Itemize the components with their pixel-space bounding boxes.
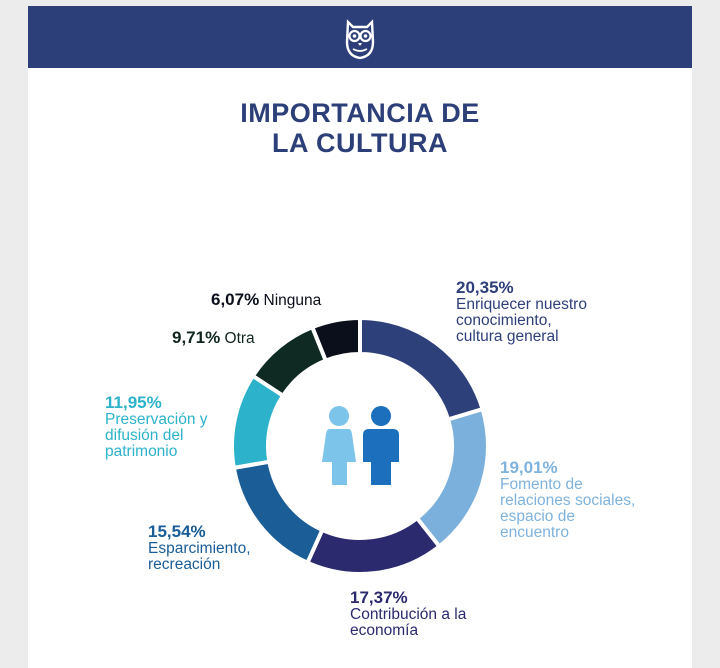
slice-category-label: Ninguna [259,292,322,309]
slice-label-1: 19,01% Fomento de relaciones sociales, espa… [500,458,636,541]
slice-label-2: 17,37% Contribución a la economía [350,588,467,639]
owl-logo-icon [345,19,375,60]
slice-value-label: 15,54% [148,522,206,541]
donut-slice-1 [414,406,490,550]
slice-category-label: Enriquecer nuestro [456,296,587,313]
slice-category-label: Contribución a la [350,606,467,623]
slice-label-3: 15,54% Esparcimiento, recreación [148,522,251,573]
slice-category-label: Preservación y [105,411,208,428]
slice-category-label: conocimiento, [456,312,552,329]
slice-value-label: 6,07% [211,290,260,309]
slice-category-label: difusión del [105,427,184,444]
donut-slices [230,315,490,576]
slice-category-label: Otra [220,330,255,347]
slice-category-label: economía [350,622,419,639]
slice-value-label: 20,35% [456,278,514,297]
donut-slice-6 [309,315,362,364]
page-title: IMPORTANCIA DE LA CULTURA [28,98,692,158]
slice-label-5: 9,71% Otra [172,328,255,347]
slice-category-label: espacio de [500,508,575,525]
slice-value-label: 17,37% [350,588,408,607]
donut-slice-2 [304,515,443,576]
slice-category-label: patrimonio [105,443,178,460]
slice-value-label: 19,01% [500,458,558,477]
slice-category-label: recreación [148,556,221,573]
header-bar [28,6,692,68]
slice-category-label: relaciones sociales, [500,492,636,509]
title-line-1: IMPORTANCIA DE [240,98,480,128]
slice-value-label: 9,71% [172,328,221,347]
slice-label-4: 11,95% Preservación y difusión del patrimon… [105,393,208,460]
title-line-2: LA CULTURA [272,128,448,158]
slice-label-6: 6,07% Ninguna [211,290,322,309]
slice-category-label: Esparcimiento, [148,540,251,557]
slice-label-0: 20,35% Enriquecer nuestro conocimiento, cul… [456,278,587,345]
slice-value-label: 11,95% [105,393,162,412]
slice-category-label: cultura general [456,328,559,345]
slice-category-label: encuentro [500,524,569,541]
slice-category-label: Fomento de [500,476,583,493]
people-icon [322,406,399,485]
